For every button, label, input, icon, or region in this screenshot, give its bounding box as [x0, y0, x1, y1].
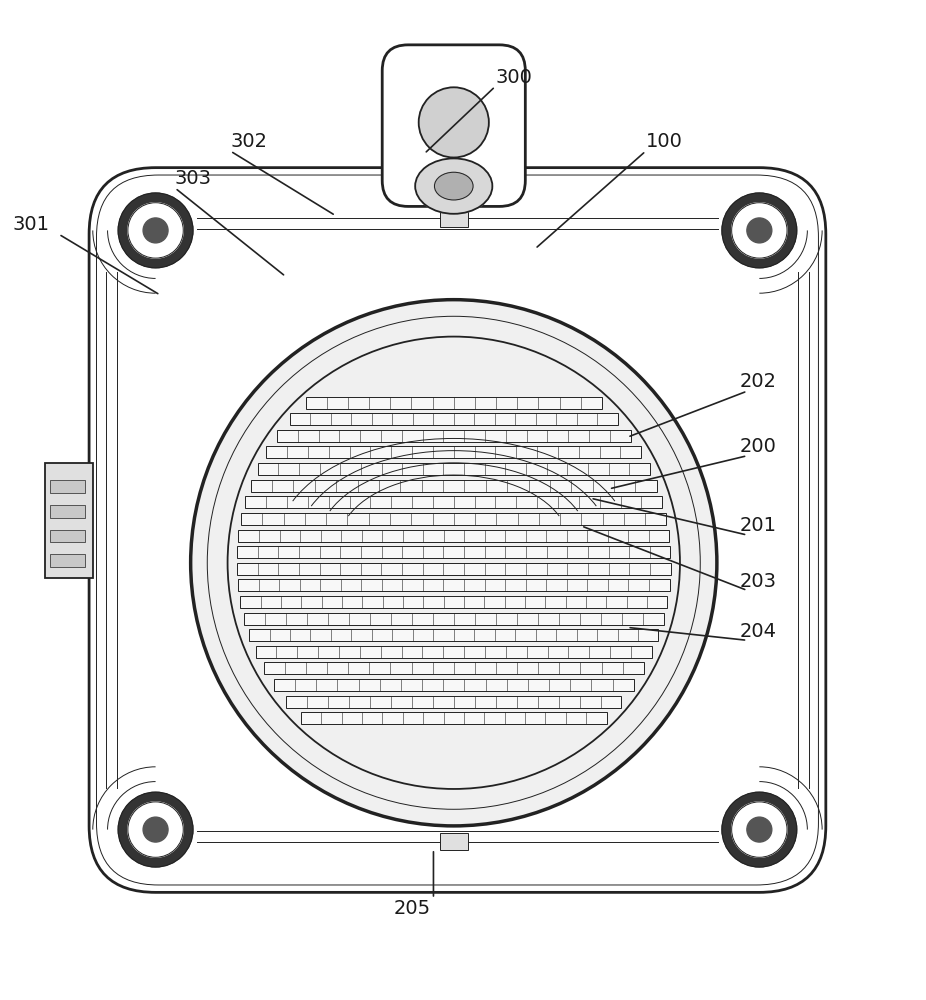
- Circle shape: [747, 817, 771, 842]
- Bar: [241, 596, 668, 608]
- Bar: [238, 579, 669, 591]
- Text: 302: 302: [231, 132, 268, 151]
- Circle shape: [119, 193, 193, 268]
- Text: 301: 301: [12, 215, 49, 234]
- Bar: [440, 833, 468, 850]
- FancyBboxPatch shape: [89, 168, 826, 892]
- Bar: [239, 530, 669, 542]
- Text: 203: 203: [740, 572, 777, 591]
- Bar: [244, 613, 664, 625]
- Text: 205: 205: [394, 899, 431, 918]
- Bar: [256, 646, 652, 658]
- Circle shape: [419, 87, 489, 157]
- Bar: [50, 480, 85, 493]
- Bar: [251, 480, 657, 492]
- Text: 202: 202: [740, 372, 777, 391]
- Bar: [44, 463, 93, 578]
- Text: 300: 300: [495, 68, 532, 87]
- Bar: [237, 563, 670, 575]
- Circle shape: [732, 203, 787, 258]
- Bar: [301, 712, 607, 724]
- Bar: [290, 413, 618, 425]
- Bar: [267, 446, 641, 458]
- Circle shape: [722, 193, 796, 268]
- Ellipse shape: [434, 172, 473, 200]
- Bar: [264, 662, 644, 674]
- Text: 303: 303: [175, 169, 212, 188]
- Text: 100: 100: [645, 132, 682, 151]
- FancyBboxPatch shape: [382, 45, 525, 206]
- Bar: [306, 397, 602, 409]
- Bar: [241, 513, 667, 525]
- Circle shape: [144, 817, 168, 842]
- Text: 204: 204: [740, 622, 777, 641]
- Text: 200: 200: [740, 437, 777, 456]
- Bar: [440, 210, 468, 227]
- Circle shape: [128, 203, 183, 258]
- Bar: [277, 430, 631, 442]
- Circle shape: [732, 802, 787, 857]
- Bar: [237, 546, 670, 558]
- Circle shape: [191, 300, 717, 826]
- Bar: [50, 530, 85, 542]
- Bar: [274, 679, 633, 691]
- Bar: [50, 505, 85, 518]
- Bar: [245, 496, 662, 508]
- Circle shape: [747, 218, 771, 243]
- Bar: [249, 629, 658, 641]
- Bar: [257, 463, 650, 475]
- Circle shape: [722, 792, 796, 867]
- Circle shape: [119, 792, 193, 867]
- Circle shape: [128, 802, 183, 857]
- Circle shape: [144, 218, 168, 243]
- Bar: [50, 554, 85, 567]
- Text: 201: 201: [740, 516, 777, 535]
- Ellipse shape: [415, 158, 493, 214]
- Bar: [286, 696, 621, 708]
